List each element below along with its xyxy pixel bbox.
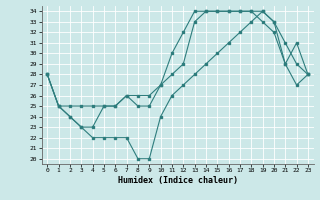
X-axis label: Humidex (Indice chaleur): Humidex (Indice chaleur) [118, 176, 237, 185]
